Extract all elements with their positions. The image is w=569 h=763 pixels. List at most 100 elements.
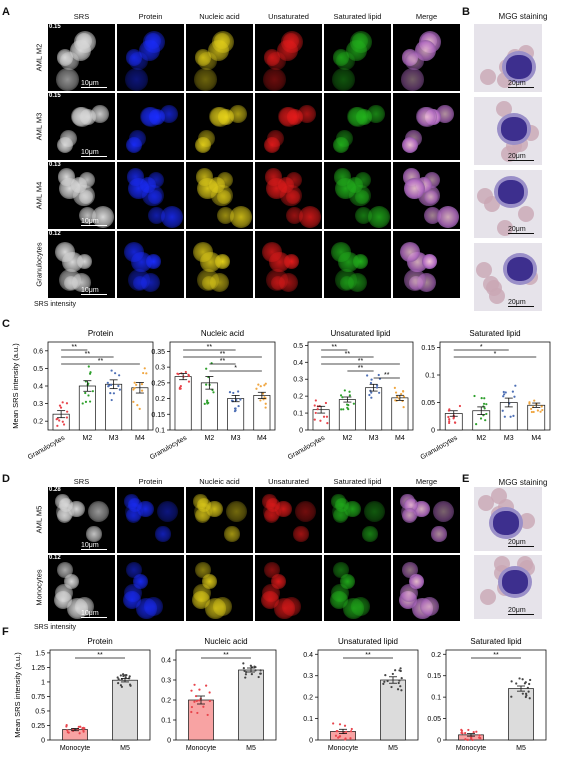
microscopy-tile [117, 231, 184, 298]
data-point [504, 391, 507, 394]
data-point [454, 421, 457, 424]
data-point [526, 686, 529, 689]
data-point [475, 730, 478, 733]
data-point [515, 682, 518, 685]
data-point [524, 681, 527, 684]
data-point [386, 679, 389, 683]
data-point [370, 378, 373, 381]
scale-bar: 20μm [508, 153, 534, 161]
cell-blob [294, 500, 317, 523]
data-point [471, 738, 474, 742]
data-point [206, 399, 209, 402]
cell-blob [282, 597, 301, 616]
y-tick-label: 0.15 [421, 345, 435, 352]
data-point [530, 410, 533, 414]
cell-blob [262, 68, 286, 91]
data-point [61, 401, 64, 404]
cell-blob [279, 107, 299, 127]
data-point [106, 381, 109, 384]
data-point [348, 390, 351, 393]
data-point [319, 419, 322, 422]
data-point [82, 730, 85, 733]
x-tick-label: M2 [476, 435, 486, 442]
data-point [478, 736, 481, 739]
x-tick-label: M5 [516, 745, 526, 752]
data-point [343, 724, 347, 727]
cell-blob [264, 561, 280, 578]
data-point [513, 395, 516, 398]
y-tick-label: 0.15 [427, 673, 441, 680]
data-point [207, 401, 210, 404]
scale-bar-line [81, 293, 107, 295]
microscopy-tile [186, 24, 253, 91]
bar [253, 395, 271, 431]
y-tick-label: 0.4 [161, 658, 171, 665]
data-point [478, 734, 481, 737]
y-tick-label: 0 [299, 428, 303, 435]
cell-blob [285, 189, 301, 205]
data-point [397, 681, 400, 685]
data-point [108, 384, 111, 387]
data-point [345, 403, 349, 406]
data-point [400, 392, 403, 396]
y-tick-label: 0.3 [293, 377, 303, 384]
cell-blob [55, 584, 74, 603]
data-point [145, 372, 148, 375]
panel-d-label: D [2, 473, 10, 485]
cell-blob [214, 253, 230, 269]
cell-blob [147, 189, 163, 205]
nucleus [506, 257, 533, 282]
bar [380, 679, 406, 741]
data-point [347, 407, 350, 411]
microscopy-tile [255, 24, 322, 91]
data-point [470, 737, 473, 740]
x-tick-label: M3 [504, 435, 514, 442]
data-point [377, 373, 380, 377]
cell-blob [195, 136, 212, 153]
cell-blob [400, 584, 419, 603]
cell-blob [193, 68, 217, 91]
data-point [110, 398, 113, 402]
data-point [344, 738, 347, 741]
y-tick-label: 0.3 [303, 673, 313, 680]
significance-label: ** [332, 344, 338, 351]
bar [174, 376, 192, 431]
red-blood-cell [480, 68, 496, 85]
cell-blob [403, 269, 426, 292]
data-point [138, 407, 141, 410]
y-tick-label: 0.6 [33, 348, 43, 355]
microscopy-tile [117, 93, 184, 160]
bar [112, 679, 138, 741]
data-point [259, 672, 262, 675]
data-point [84, 400, 88, 403]
microscopy-tile: 0.13 10μm [48, 162, 115, 229]
data-point [480, 397, 483, 400]
data-point [196, 711, 199, 715]
data-point [140, 383, 144, 386]
y-tick-label: 0.5 [35, 708, 45, 715]
scale-bar: 20μm [508, 539, 534, 547]
microscopy-tile [255, 93, 322, 160]
cell-blob [126, 136, 143, 153]
y-tick-label: 0.2 [161, 698, 171, 705]
column-header: Nucleic acid [199, 12, 240, 21]
data-point [205, 684, 208, 687]
data-point [58, 419, 61, 422]
data-point [128, 675, 131, 678]
y-tick-label: 0 [167, 738, 171, 745]
data-point [503, 415, 506, 418]
data-point [121, 673, 125, 676]
cell-blob [213, 597, 232, 616]
data-point [124, 676, 127, 679]
significance-label: ** [365, 652, 371, 659]
data-point [244, 676, 247, 679]
data-point [254, 669, 257, 672]
mgg-image: 20μm [474, 487, 542, 551]
cell-blob [334, 269, 357, 292]
mgg-image: 20μm [474, 170, 542, 238]
data-point [143, 367, 146, 370]
significance-label: ** [384, 372, 390, 379]
microscopy-tile [186, 162, 253, 229]
data-point [460, 731, 463, 734]
plot-frame [317, 649, 419, 741]
